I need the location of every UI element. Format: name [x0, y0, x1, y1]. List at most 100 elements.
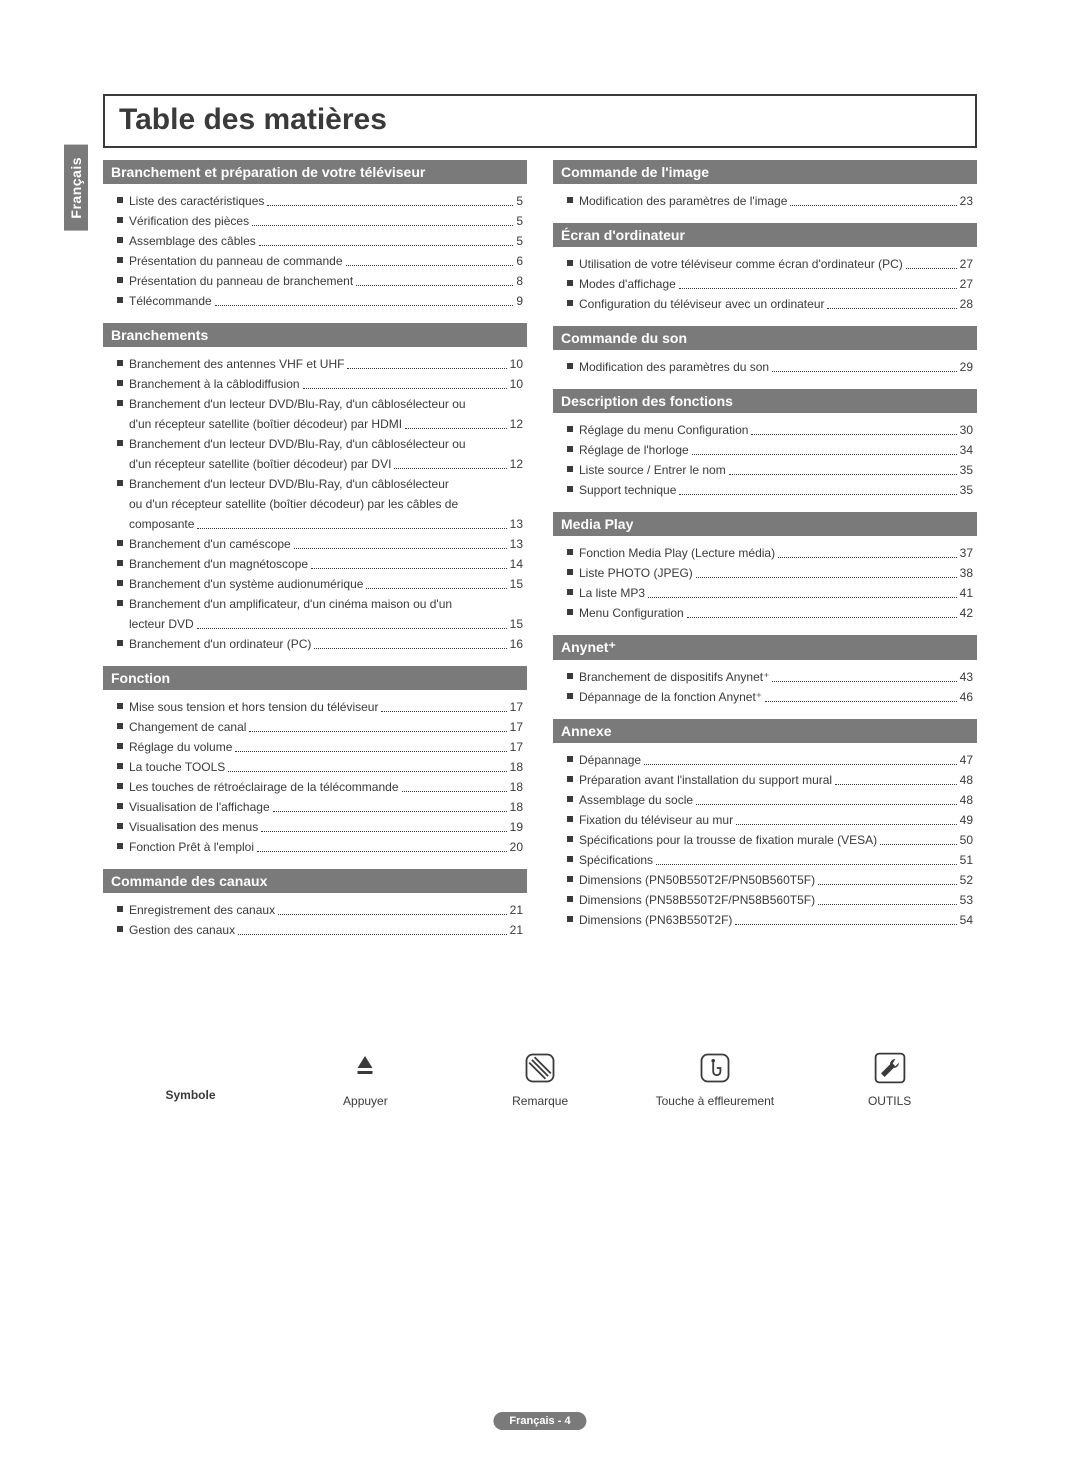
toc-entry[interactable]: Fixation du téléviseur au mur49: [567, 811, 973, 829]
bullet-icon: [117, 703, 123, 709]
toc-entry[interactable]: Assemblage des câbles5: [117, 232, 523, 250]
toc-entry[interactable]: Liste source / Entrer le nom35: [567, 461, 973, 479]
toc-entry[interactable]: Réglage du menu Configuration30: [567, 421, 973, 439]
toc-entry[interactable]: Fonction Prêt à l'emploi20: [117, 838, 523, 856]
toc-label: Liste des caractéristiques: [129, 192, 264, 210]
leader-dots: [835, 784, 957, 785]
bullet-icon: [117, 723, 123, 729]
toc-entry[interactable]: Vérification des pièces5: [117, 212, 523, 230]
toc-page: 17: [510, 738, 523, 756]
leader-dots: [366, 588, 506, 589]
toc-entry[interactable]: Dimensions (PN58B550T2F/PN58B560T5F)53: [567, 891, 973, 909]
toc-entry[interactable]: Changement de canal17: [117, 718, 523, 736]
toc-entry[interactable]: Utilisation de votre téléviseur comme éc…: [567, 255, 973, 273]
leader-dots: [696, 804, 957, 805]
toc-label: Utilisation de votre téléviseur comme éc…: [579, 255, 903, 273]
toc-label: Modification des paramètres du son: [579, 358, 769, 376]
toc-entry[interactable]: Réglage du volume 17: [117, 738, 523, 756]
toc-entry[interactable]: Branchement à la câblodiffusion10: [117, 375, 523, 393]
leader-dots: [197, 628, 507, 629]
toc-entry[interactable]: La liste MP341: [567, 584, 973, 602]
leader-dots: [679, 288, 957, 289]
toc-page: 37: [960, 544, 973, 562]
toc-entry[interactable]: Support technique35: [567, 481, 973, 499]
leader-dots: [381, 711, 506, 712]
toc-entry[interactable]: Gestion des canaux21: [117, 921, 523, 939]
section-header: Commande des canaux: [103, 869, 527, 893]
leader-dots: [687, 617, 957, 618]
toc-label: Assemblage des câbles: [129, 232, 256, 250]
toc-entry[interactable]: Modes d'affichage27: [567, 275, 973, 293]
bullet-icon: [117, 763, 123, 769]
toc-entry[interactable]: Visualisation de l'affichage18: [117, 798, 523, 816]
footer-badge: Français - 4: [493, 1412, 586, 1430]
toc-entry[interactable]: Préparation avant l'installation du supp…: [567, 771, 973, 789]
toc-entry[interactable]: Dépannage de la fonction Anynet⁺46: [567, 688, 973, 706]
toc-page: 50: [960, 831, 973, 849]
toc-entry[interactable]: Enregistrement des canaux21: [117, 901, 523, 919]
toc-entry[interactable]: Dépannage47: [567, 751, 973, 769]
bullet-icon: [117, 823, 123, 829]
toc-label: lecteur DVD: [129, 615, 194, 633]
symbol-outils: OUTILS: [802, 1050, 977, 1108]
toc-list: Mise sous tension et hors tension du tél…: [103, 698, 527, 856]
toc-entry[interactable]: Modification des paramètres de l'image23: [567, 192, 973, 210]
toc-list: Modification des paramètres de l'image23: [553, 192, 977, 210]
leader-dots: [679, 494, 956, 495]
toc-entry[interactable]: Branchement d'un lecteur DVD/Blu-Ray, d'…: [117, 435, 523, 453]
toc-entry[interactable]: La touche TOOLS18: [117, 758, 523, 776]
leader-dots: [402, 791, 507, 792]
toc-entry[interactable]: Réglage de l'horloge34: [567, 441, 973, 459]
toc-label: Modification des paramètres de l'image: [579, 192, 787, 210]
toc-entry[interactable]: Présentation du panneau de branchement8: [117, 272, 523, 290]
toc-page: 19: [510, 818, 523, 836]
toc-entry[interactable]: Branchement d'un amplificateur, d'un cin…: [117, 595, 523, 613]
toc-label: Réglage du volume: [129, 738, 232, 756]
toc-label: Spécifications: [579, 851, 653, 869]
bullet-icon: [567, 260, 573, 266]
toc-entry[interactable]: ou d'un récepteur satellite (boîtier déc…: [117, 495, 523, 513]
toc-entry[interactable]: Branchement d'un lecteur DVD/Blu-Ray, d'…: [117, 395, 523, 413]
toc-entry[interactable]: Branchement d'un lecteur DVD/Blu-Ray, d'…: [117, 475, 523, 493]
toc-entry[interactable]: Mise sous tension et hors tension du tél…: [117, 698, 523, 716]
toc-entry[interactable]: Télécommande9: [117, 292, 523, 310]
toc-entry[interactable]: d'un récepteur satellite (boîtier décode…: [117, 415, 523, 433]
toc-entry[interactable]: Liste des caractéristiques 5: [117, 192, 523, 210]
toc-entry[interactable]: Branchement des antennes VHF et UHF10: [117, 355, 523, 373]
toc-page: 21: [510, 901, 523, 919]
toc-entry[interactable]: Dimensions (PN50B550T2F/PN50B560T5F)52: [567, 871, 973, 889]
toc-entry[interactable]: Liste PHOTO (JPEG)38: [567, 564, 973, 582]
toc-entry[interactable]: Menu Configuration42: [567, 604, 973, 622]
toc-entry[interactable]: Configuration du téléviseur avec un ordi…: [567, 295, 973, 313]
bullet-icon: [117, 440, 123, 446]
toc-entry[interactable]: d'un récepteur satellite (boîtier décode…: [117, 455, 523, 473]
toc-label: Visualisation des menus: [129, 818, 258, 836]
toc-label: Dimensions (PN63B550T2F): [579, 911, 732, 929]
toc-entry[interactable]: Visualisation des menus 19: [117, 818, 523, 836]
toc-page: 5: [516, 192, 523, 210]
toc-entry[interactable]: lecteur DVD15: [117, 615, 523, 633]
toc-page: 27: [960, 275, 973, 293]
leader-dots: [772, 681, 956, 682]
toc-entry[interactable]: Modification des paramètres du son29: [567, 358, 973, 376]
toc-entry[interactable]: Dimensions (PN63B550T2F)54: [567, 911, 973, 929]
toc-entry[interactable]: Présentation du panneau de commande6: [117, 252, 523, 270]
toc-entry[interactable]: Branchement d'un système audionumérique1…: [117, 575, 523, 593]
bullet-icon: [567, 549, 573, 555]
bullet-icon: [117, 640, 123, 646]
section-header: Annexe: [553, 719, 977, 743]
toc-entry[interactable]: Branchement de dispositifs Anynet⁺43: [567, 668, 973, 686]
toc-entry[interactable]: Les touches de rétroéclairage de la télé…: [117, 778, 523, 796]
toc-page: 10: [510, 375, 523, 393]
toc-entry[interactable]: Fonction Media Play (Lecture média)37: [567, 544, 973, 562]
toc-list: Enregistrement des canaux21 Gestion des c…: [103, 901, 527, 939]
toc-entry[interactable]: Spécifications51: [567, 851, 973, 869]
toc-entry[interactable]: Spécifications pour la trousse de fixati…: [567, 831, 973, 849]
toc-entry[interactable]: composante13: [117, 515, 523, 533]
toc-entry[interactable]: Branchement d'un magnétoscope14: [117, 555, 523, 573]
toc-entry[interactable]: Assemblage du socle48: [567, 791, 973, 809]
toc-entry[interactable]: Branchement d'un ordinateur (PC)16: [117, 635, 523, 653]
toc-entry[interactable]: Branchement d'un caméscope13: [117, 535, 523, 553]
bullet-icon: [567, 876, 573, 882]
bullet-icon: [117, 906, 123, 912]
